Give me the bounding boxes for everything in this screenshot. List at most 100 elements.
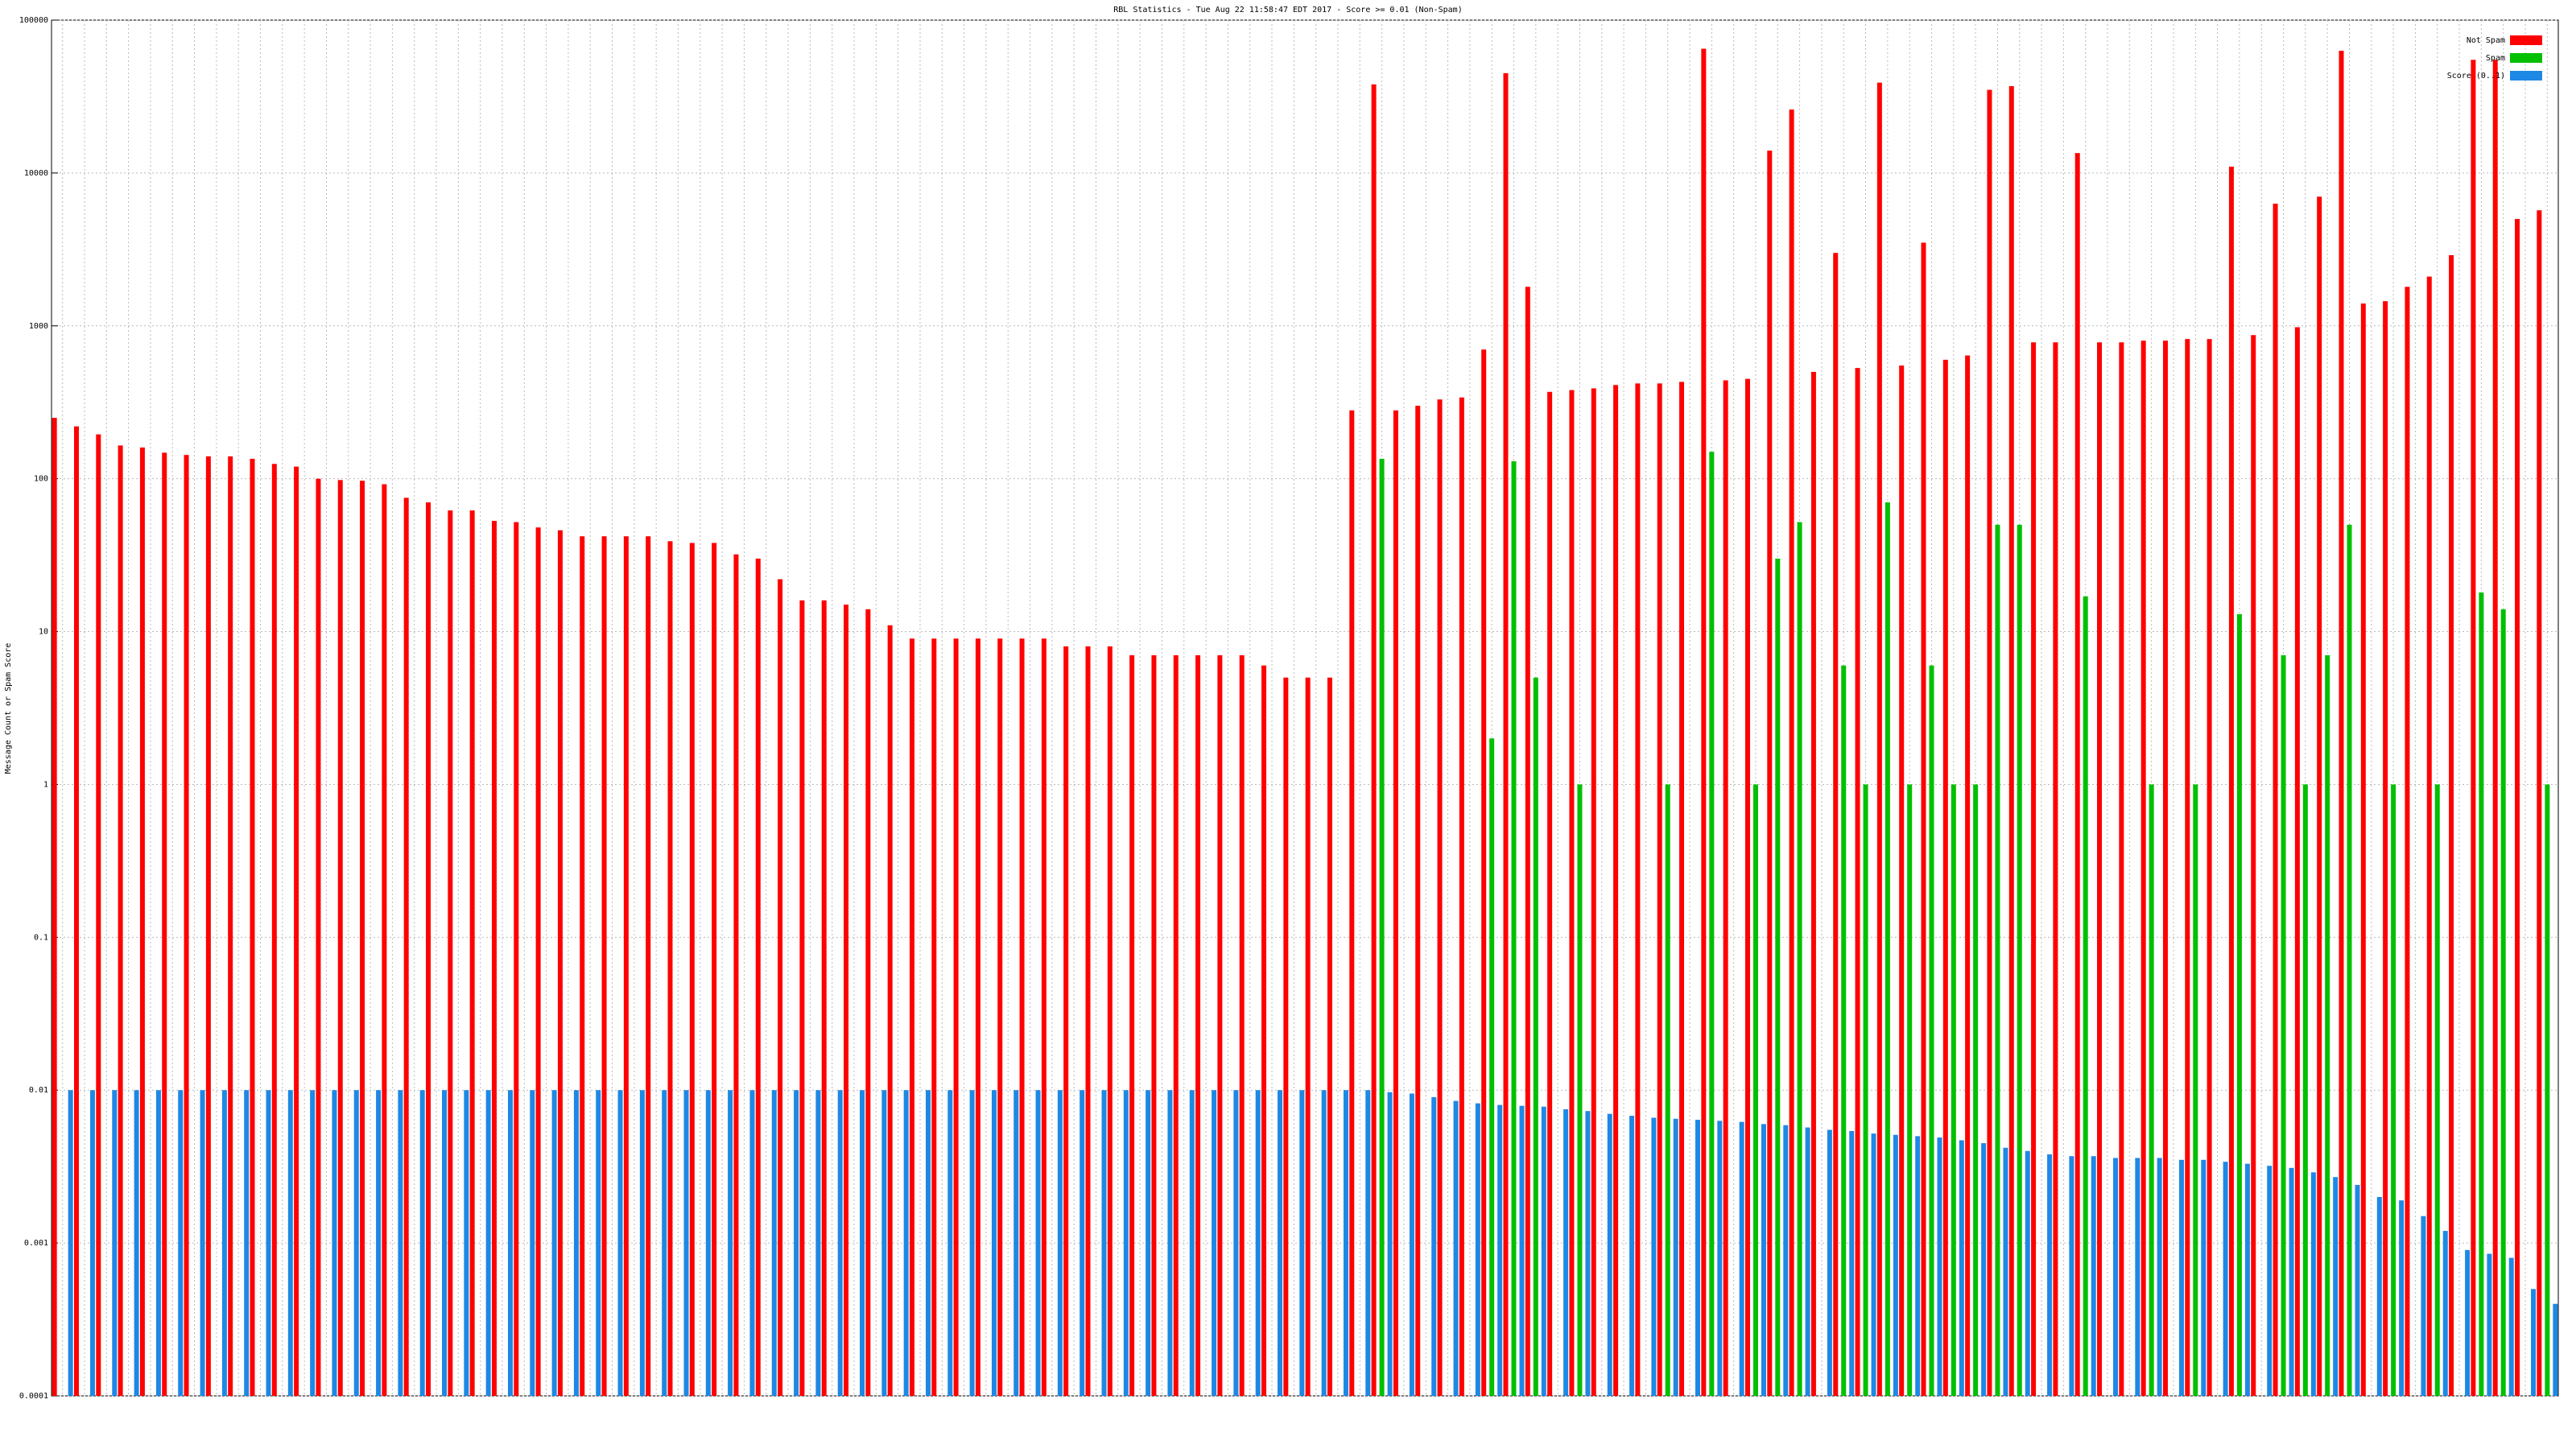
- bar: [1810, 371, 1816, 1396]
- bar: [1343, 1090, 1348, 1396]
- bar: [1107, 646, 1113, 1396]
- bar: [1973, 784, 1979, 1396]
- bar: [667, 541, 673, 1396]
- bar: [2449, 254, 2454, 1397]
- bar: [1101, 1090, 1107, 1396]
- bar: [1299, 1090, 1305, 1396]
- bar: [1371, 84, 1377, 1396]
- bar: [2399, 1200, 2405, 1396]
- bar: [728, 1090, 733, 1396]
- bar: [755, 558, 761, 1396]
- bar: [1899, 365, 1905, 1396]
- bar: [162, 452, 167, 1396]
- bar: [426, 502, 431, 1396]
- bar: [1723, 380, 1728, 1396]
- bar: [2553, 1303, 2558, 1396]
- bar: [2135, 1158, 2140, 1396]
- bar: [2294, 327, 2300, 1396]
- bar: [1255, 1090, 1261, 1396]
- bar: [969, 1090, 975, 1396]
- bar: [2008, 85, 2014, 1397]
- bar: [398, 1090, 403, 1396]
- bar: [821, 600, 827, 1396]
- bar: [1959, 1140, 1964, 1396]
- bar: [1327, 677, 1332, 1396]
- bar: [266, 1090, 271, 1396]
- bar: [2083, 596, 2088, 1396]
- bar: [1349, 410, 1355, 1396]
- bar: [1453, 1100, 1459, 1396]
- bar: [1415, 406, 1421, 1396]
- bar: [2405, 287, 2410, 1397]
- bar: [469, 510, 475, 1397]
- y-tick-label: 0.001: [24, 1239, 48, 1248]
- bar: [1189, 1090, 1195, 1396]
- bar: [617, 1090, 623, 1396]
- bar: [2025, 1150, 2030, 1396]
- bar: [1665, 784, 1670, 1396]
- bar: [2273, 203, 2278, 1396]
- bar: [1489, 738, 1495, 1396]
- bar: [844, 605, 849, 1396]
- bar: [1701, 48, 1707, 1397]
- bar: [530, 1090, 535, 1396]
- bar: [221, 1090, 227, 1396]
- y-tick-label: 100: [34, 475, 48, 484]
- bar: [1915, 1136, 1921, 1396]
- bar: [68, 1090, 73, 1396]
- bar: [1833, 253, 1839, 1397]
- bar: [271, 464, 277, 1396]
- bar: [1569, 390, 1575, 1396]
- bar: [244, 1090, 250, 1396]
- bar: [118, 445, 123, 1396]
- bar: [925, 1090, 931, 1396]
- bar: [2267, 1166, 2273, 1396]
- bar: [1431, 1096, 1437, 1396]
- bar: [947, 1090, 953, 1396]
- bar: [557, 530, 563, 1396]
- y-tick-label: 0.0001: [19, 1392, 48, 1401]
- bar: [662, 1090, 667, 1396]
- bar: [2185, 339, 2190, 1396]
- bar: [2465, 1249, 2471, 1396]
- bar: [1981, 1143, 1987, 1396]
- bar: [2228, 167, 2234, 1396]
- bar: [903, 1090, 909, 1396]
- bar: [733, 554, 739, 1396]
- bar: [2244, 1163, 2250, 1396]
- y-tick-label: 0.1: [34, 933, 48, 942]
- bar: [580, 536, 585, 1396]
- bar: [881, 1090, 887, 1396]
- bar: [1305, 677, 1311, 1396]
- bar: [596, 1090, 601, 1396]
- bar: [2047, 1154, 2053, 1396]
- bar: [639, 1090, 645, 1396]
- bar: [1942, 359, 1948, 1396]
- bar: [683, 1090, 689, 1396]
- bar: [1855, 368, 1860, 1396]
- bar: [1533, 677, 1538, 1396]
- bar: [112, 1090, 118, 1396]
- bar: [794, 1090, 799, 1396]
- y-axis-label: Message Count or Spam Score: [4, 643, 13, 774]
- bar: [2325, 654, 2330, 1396]
- bar: [953, 638, 959, 1396]
- bar: [1761, 1124, 1766, 1396]
- bar: [1151, 654, 1157, 1396]
- bar: [1057, 1090, 1063, 1396]
- bar: [1651, 1117, 1657, 1396]
- bar: [332, 1090, 337, 1396]
- bar: [2053, 342, 2058, 1396]
- bar: [96, 434, 101, 1397]
- bar: [2157, 1158, 2162, 1396]
- bar: [2537, 210, 2542, 1396]
- bar: [2317, 196, 2322, 1396]
- bar: [1459, 397, 1464, 1396]
- bar: [2097, 342, 2103, 1396]
- bar: [1233, 1090, 1239, 1396]
- bar: [2383, 301, 2388, 1397]
- bar: [360, 481, 365, 1396]
- bar: [1437, 399, 1443, 1396]
- bar: [1497, 1104, 1503, 1396]
- bar: [1849, 1131, 1855, 1396]
